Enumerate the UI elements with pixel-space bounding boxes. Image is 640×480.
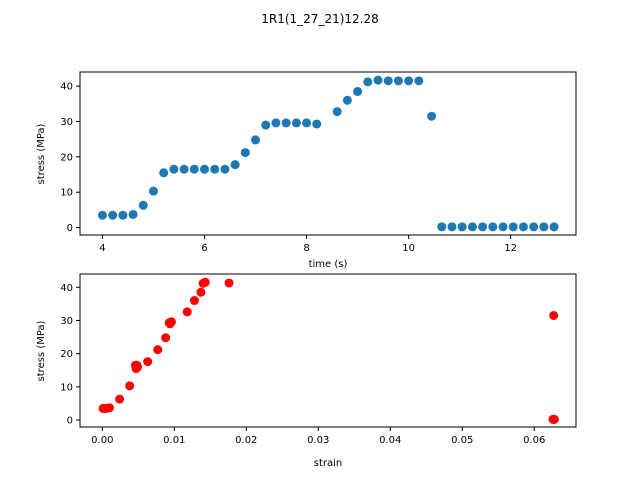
xtick-label: 8	[303, 243, 309, 254]
point-0-25	[363, 77, 373, 87]
point-0-43	[549, 222, 559, 232]
point-0-15	[251, 135, 261, 145]
point-0-21	[312, 119, 322, 129]
plot-time-stress-yticks: 0 10 20 30 40	[60, 82, 80, 234]
point-0-38	[498, 222, 508, 232]
point-0-40	[518, 222, 528, 232]
point-0-16	[261, 120, 271, 130]
point-0-14	[240, 148, 250, 158]
point-0-41	[529, 222, 539, 232]
plot-time-stress-xlabel: time (s)	[309, 259, 348, 270]
plot-strain-stress-xticks: 0.00 0.01 0.02 0.03 0.04 0.05 0.06	[91, 427, 545, 446]
ytick-label: 20	[60, 349, 73, 360]
ytick-label: 10	[60, 382, 73, 393]
point-0-36	[478, 222, 488, 232]
ytick-label: 40	[60, 283, 73, 294]
point-1-10	[143, 357, 153, 367]
plot-strain-stress: 0.00 0.01 0.02 0.03 0.04 0.05 0.06 0 10 20 30 40 s…	[36, 273, 577, 469]
point-0-24	[353, 86, 363, 96]
point-0-28	[393, 76, 403, 86]
point-0-17	[271, 118, 281, 128]
point-0-37	[488, 222, 498, 232]
point-1-18	[196, 287, 206, 297]
plot-strain-stress-frame	[79, 273, 577, 428]
point-0-13	[230, 160, 240, 170]
point-0-2	[118, 210, 128, 220]
point-1-12	[161, 333, 171, 343]
point-0-33	[447, 222, 457, 232]
xtick-label: 12	[504, 243, 517, 254]
point-1-5	[125, 381, 135, 391]
plot-time-stress-frame	[79, 71, 577, 236]
figure-title: 1R1(1_27_21)12.28	[261, 12, 379, 26]
xtick-label: 10	[402, 243, 415, 254]
point-1-9	[130, 360, 140, 370]
ytick-label: 0	[67, 223, 73, 234]
point-0-5	[148, 186, 158, 196]
point-1-17	[189, 296, 199, 306]
xtick-label: 0.04	[379, 435, 401, 446]
point-0-35	[467, 222, 477, 232]
point-0-10	[200, 164, 210, 174]
point-0-26	[373, 75, 383, 85]
plot-time-stress-ylabel: stress (MPa)	[36, 123, 47, 184]
xtick-label: 0.06	[523, 435, 545, 446]
point-0-34	[457, 222, 467, 232]
point-0-42	[539, 222, 549, 232]
point-0-8	[179, 164, 189, 174]
plot-strain-stress-ylabel: stress (MPa)	[36, 320, 47, 381]
ytick-label: 40	[60, 82, 73, 93]
point-0-22	[332, 107, 342, 117]
point-1-20	[200, 277, 210, 287]
point-1-3	[105, 403, 115, 413]
xtick-label: 0.05	[451, 435, 473, 446]
point-0-29	[404, 76, 414, 86]
point-1-21	[224, 278, 234, 288]
point-0-23	[342, 95, 352, 105]
point-0-30	[414, 76, 424, 86]
xtick-label: 0.03	[307, 435, 329, 446]
point-1-16	[182, 307, 192, 317]
xtick-label: 4	[99, 243, 105, 254]
point-0-12	[220, 164, 230, 174]
point-0-18	[281, 118, 291, 128]
ytick-label: 10	[60, 188, 73, 199]
point-0-1	[108, 210, 118, 220]
plot-strain-stress-marks	[98, 277, 559, 424]
point-0-32	[437, 222, 447, 232]
ytick-label: 0	[67, 416, 73, 427]
point-0-0	[97, 210, 107, 220]
point-0-6	[159, 168, 169, 178]
plot-time-stress: 4 6 8 10 12 0 10 20 30 40 time (s) stress (MPa)	[36, 71, 577, 270]
point-0-19	[291, 118, 301, 128]
point-0-31	[427, 111, 437, 121]
point-1-4	[115, 394, 125, 404]
point-1-15	[164, 318, 174, 328]
xtick-label: 6	[201, 243, 207, 254]
xtick-label: 0.00	[91, 435, 113, 446]
xtick-label: 0.01	[163, 435, 185, 446]
ytick-label: 30	[60, 316, 73, 327]
plot-strain-stress-xlabel: strain	[314, 458, 343, 469]
point-1-22	[549, 310, 559, 320]
point-0-27	[383, 76, 393, 86]
plot-time-stress-xticks: 4 6 8 10 12	[99, 235, 517, 254]
point-1-11	[153, 345, 163, 355]
point-0-3	[128, 209, 138, 219]
xtick-label: 0.02	[235, 435, 257, 446]
ytick-label: 30	[60, 117, 73, 128]
point-0-4	[138, 200, 148, 210]
plot-time-stress-marks	[97, 75, 559, 232]
point-0-11	[210, 164, 220, 174]
point-0-9	[189, 164, 199, 174]
point-1-25	[548, 414, 558, 424]
point-0-20	[302, 118, 312, 128]
plot-strain-stress-yticks: 0 10 20 30 40	[60, 283, 80, 427]
point-0-7	[169, 164, 179, 174]
point-0-39	[508, 222, 518, 232]
ytick-label: 20	[60, 152, 73, 163]
